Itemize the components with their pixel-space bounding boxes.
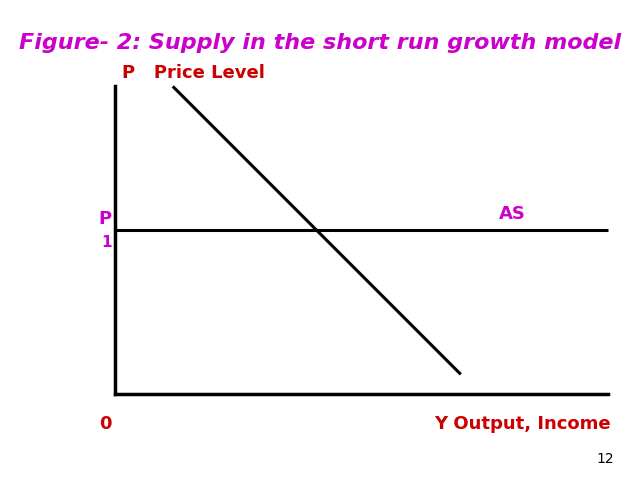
Text: 1: 1	[102, 235, 112, 250]
Text: P: P	[99, 210, 112, 228]
Text: 12: 12	[596, 452, 614, 466]
Text: 0: 0	[99, 415, 112, 433]
Text: Figure- 2: Supply in the short run growth model: Figure- 2: Supply in the short run growt…	[19, 33, 621, 53]
Text: P   Price Level: P Price Level	[122, 64, 264, 82]
Text: AS: AS	[499, 204, 525, 223]
Text: Y Output, Income: Y Output, Income	[435, 415, 611, 433]
